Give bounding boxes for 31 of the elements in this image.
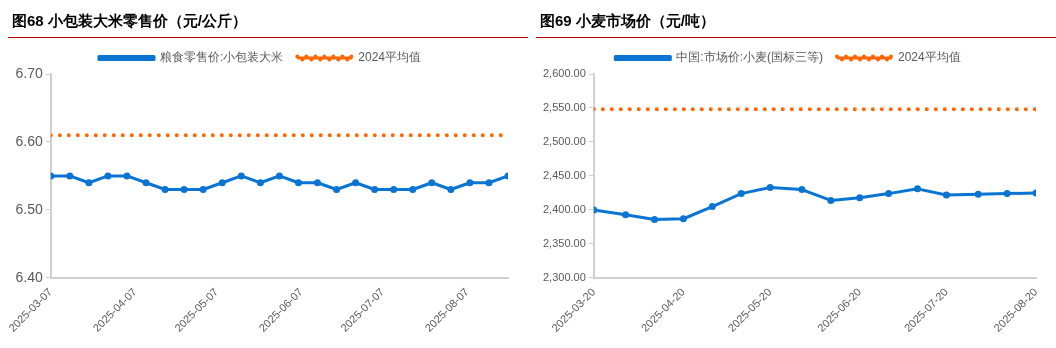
- y-tick-label: 6.40: [15, 268, 43, 285]
- point: [885, 190, 893, 198]
- point: [942, 191, 950, 199]
- point: [766, 183, 774, 191]
- point: [856, 194, 864, 202]
- y-tick-label: 6.70: [15, 64, 43, 81]
- y-tick-label: 2,300.00: [542, 270, 586, 283]
- point: [798, 186, 806, 194]
- legend-label: 粮食零售价:小包装大米: [159, 50, 284, 65]
- y-tick-label: 2,550.00: [542, 101, 586, 114]
- y-tick-label: 6.60: [15, 132, 43, 149]
- y-tick-label: 2,350.00: [542, 236, 586, 249]
- point: [914, 185, 922, 193]
- chart-title: 图69 小麦市场价（元/吨）: [536, 8, 1056, 38]
- y-tick-label: 2,400.00: [542, 202, 586, 215]
- point: [974, 190, 982, 198]
- y-tick-label: 6.50: [15, 200, 43, 217]
- point: [679, 215, 687, 223]
- y-tick-label: 2,600.00: [542, 67, 586, 80]
- point: [651, 215, 659, 223]
- legend-label: 2024平均值: [897, 50, 961, 65]
- legend-label: 2024平均值: [358, 50, 422, 65]
- legend-label: 中国:市场价:小麦(国标三等): [676, 50, 823, 65]
- point: [827, 196, 835, 204]
- point: [1003, 190, 1011, 198]
- y-tick-label: 2,500.00: [542, 134, 586, 147]
- point: [708, 203, 716, 211]
- point: [622, 211, 630, 219]
- y-tick-label: 2,450.00: [542, 168, 586, 181]
- chart-title: 图68 小包装大米零售价（元/公斤）: [8, 8, 528, 38]
- point: [737, 190, 745, 198]
